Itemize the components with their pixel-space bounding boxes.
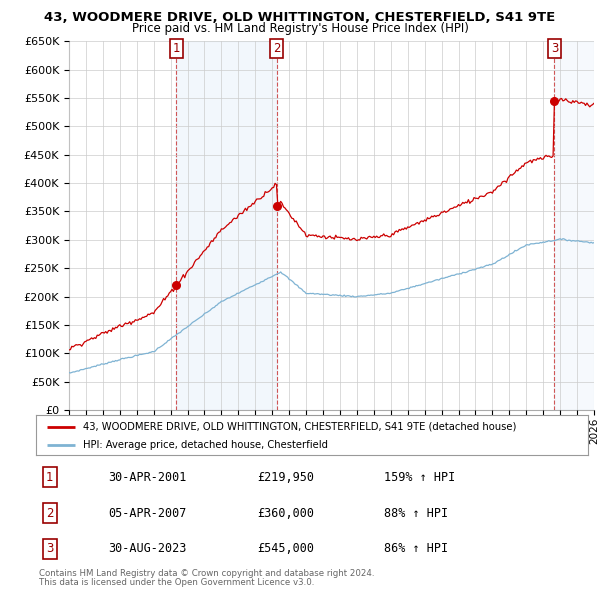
Bar (176, 41, 277, 410)
Text: 3: 3 (46, 542, 53, 555)
Text: 30-APR-2001: 30-APR-2001 (108, 471, 186, 484)
Text: Contains HM Land Registry data © Crown copyright and database right 2024.: Contains HM Land Registry data © Crown c… (39, 569, 374, 578)
Text: Price paid vs. HM Land Registry's House Price Index (HPI): Price paid vs. HM Land Registry's House … (131, 22, 469, 35)
Text: 88% ↑ HPI: 88% ↑ HPI (384, 507, 448, 520)
Text: 43, WOODMERE DRIVE, OLD WHITTINGTON, CHESTERFIELD, S41 9TE (detached house): 43, WOODMERE DRIVE, OLD WHITTINGTON, CHE… (83, 422, 516, 432)
Text: 159% ↑ HPI: 159% ↑ HPI (384, 471, 455, 484)
Text: 43, WOODMERE DRIVE, OLD WHITTINGTON, CHESTERFIELD, S41 9TE: 43, WOODMERE DRIVE, OLD WHITTINGTON, CHE… (44, 11, 556, 24)
Text: 3: 3 (551, 42, 558, 55)
Text: 2: 2 (273, 42, 281, 55)
Text: 1: 1 (172, 42, 180, 55)
Text: £360,000: £360,000 (257, 507, 314, 520)
Text: 86% ↑ HPI: 86% ↑ HPI (384, 542, 448, 555)
Text: £219,950: £219,950 (257, 471, 314, 484)
Text: HPI: Average price, detached house, Chesterfield: HPI: Average price, detached house, Ches… (83, 441, 328, 450)
Text: 2: 2 (46, 507, 53, 520)
Text: £545,000: £545,000 (257, 542, 314, 555)
Text: This data is licensed under the Open Government Licence v3.0.: This data is licensed under the Open Gov… (39, 578, 314, 587)
Text: 05-APR-2007: 05-APR-2007 (108, 507, 186, 520)
Text: 30-AUG-2023: 30-AUG-2023 (108, 542, 186, 555)
Text: 1: 1 (46, 471, 53, 484)
Bar (554, 41, 594, 410)
